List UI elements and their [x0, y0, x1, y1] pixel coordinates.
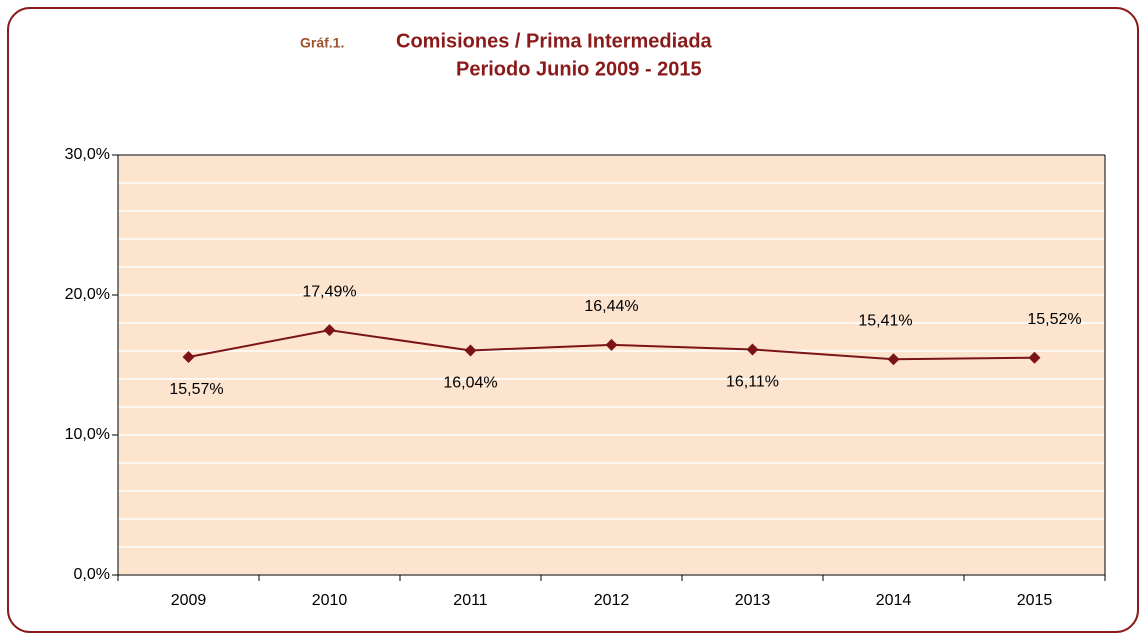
x-tick-label: 2009: [171, 592, 207, 609]
chart-title-prefix: Gráf.1.: [300, 35, 344, 51]
y-tick-label: 10,0%: [65, 426, 110, 443]
y-tick-label: 20,0%: [65, 286, 110, 303]
y-tick-label: 30,0%: [65, 146, 110, 163]
data-label: 16,44%: [584, 298, 638, 315]
x-tick-label: 2012: [594, 592, 630, 609]
data-label: 15,52%: [1027, 311, 1081, 328]
point-marker: [323, 324, 336, 337]
plot-area: [118, 155, 1105, 575]
point-marker: [1028, 351, 1041, 364]
point-marker: [605, 338, 618, 351]
x-tick-label: 2015: [1017, 592, 1053, 609]
data-label: 15,57%: [169, 381, 223, 398]
x-tick-label: 2010: [312, 592, 348, 609]
data-label: 16,11%: [726, 374, 779, 391]
point-marker: [887, 353, 900, 366]
data-label: 17,49%: [302, 283, 356, 300]
data-label: 16,04%: [443, 375, 497, 392]
chart-title: Comisiones / Prima Intermediada: [396, 30, 713, 52]
x-tick-label: 2013: [735, 592, 771, 609]
chart-subtitle: Periodo Junio 2009 - 2015: [456, 58, 702, 80]
x-tick-label: 2014: [876, 592, 912, 609]
point-marker: [746, 343, 759, 356]
data-label: 15,41%: [858, 312, 912, 329]
x-tick-label: 2011: [453, 592, 488, 609]
point-marker: [182, 351, 195, 364]
point-marker: [464, 344, 477, 357]
y-tick-label: 0,0%: [74, 566, 110, 583]
